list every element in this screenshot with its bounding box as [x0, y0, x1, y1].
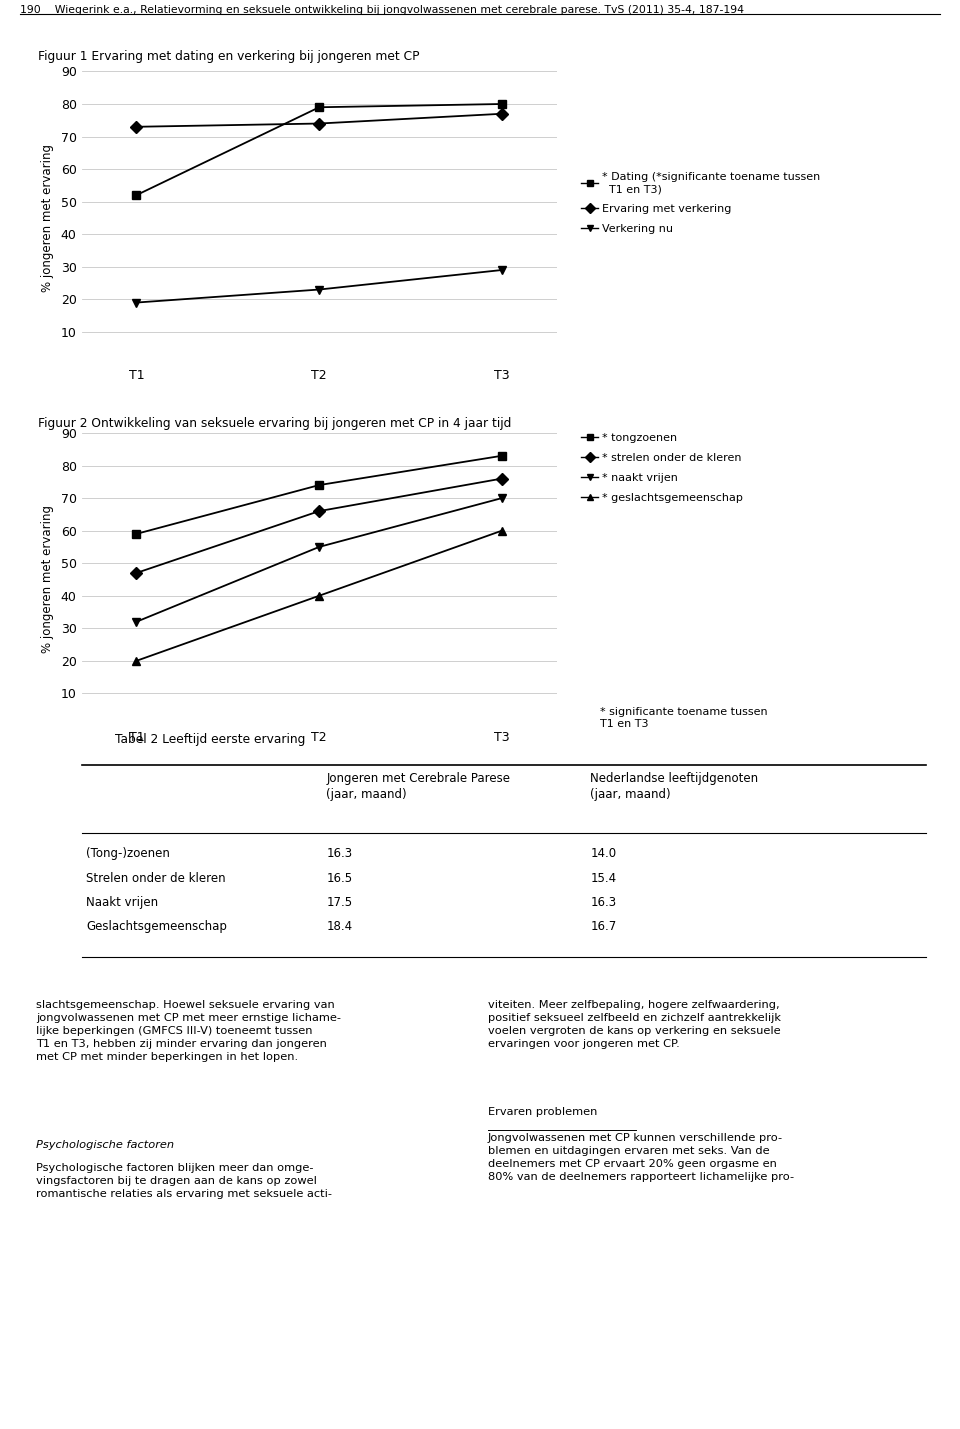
Text: Jongeren met Cerebrale Parese
(jaar, maand): Jongeren met Cerebrale Parese (jaar, maa…	[326, 772, 511, 800]
Text: slachtsgemeenschap. Hoewel seksuele ervaring van
jongvolwassenen met CP met meer: slachtsgemeenschap. Hoewel seksuele erva…	[36, 1000, 342, 1062]
Text: 15.4: 15.4	[590, 872, 616, 885]
Text: Jongvolwassenen met CP kunnen verschillende pro-
blemen en uitdagingen ervaren m: Jongvolwassenen met CP kunnen verschille…	[488, 1133, 794, 1182]
Text: Naakt vrijen: Naakt vrijen	[86, 896, 158, 909]
Y-axis label: % jongeren met ervaring: % jongeren met ervaring	[40, 506, 54, 653]
Text: 17.5: 17.5	[326, 896, 352, 909]
Text: 16.3: 16.3	[590, 896, 616, 909]
Text: 14.0: 14.0	[590, 847, 616, 860]
Text: 16.7: 16.7	[590, 920, 616, 933]
Text: * significante toename tussen
T1 en T3: * significante toename tussen T1 en T3	[600, 707, 768, 729]
Text: viteiten. Meer zelfbepaling, hogere zelfwaardering,
positief seksueel zelfbeeld : viteiten. Meer zelfbepaling, hogere zelf…	[488, 1000, 780, 1049]
Y-axis label: % jongeren met ervaring: % jongeren met ervaring	[40, 144, 54, 292]
Text: Nederlandse leeftijdgenoten
(jaar, maand): Nederlandse leeftijdgenoten (jaar, maand…	[590, 772, 758, 800]
Text: 190    Wiegerink e.a., Relatievorming en seksuele ontwikkeling bij jongvolwassen: 190 Wiegerink e.a., Relatievorming en se…	[20, 4, 744, 14]
Text: Tabel 2 Leeftijd eerste ervaring: Tabel 2 Leeftijd eerste ervaring	[115, 733, 305, 746]
Text: Psychologische factoren blijken meer dan omge-
vingsfactoren bij te dragen aan d: Psychologische factoren blijken meer dan…	[36, 1163, 332, 1199]
Text: Ervaren problemen: Ervaren problemen	[488, 1107, 597, 1117]
Text: Figuur 1 Ervaring met dating en verkering bij jongeren met CP: Figuur 1 Ervaring met dating en verkerin…	[38, 50, 420, 63]
Text: 16.5: 16.5	[326, 872, 352, 885]
Legend: * Dating (*significante toename tussen
  T1 en T3), Ervaring met verkering, Verk: * Dating (*significante toename tussen T…	[582, 173, 821, 234]
Text: 18.4: 18.4	[326, 920, 352, 933]
Text: Figuur 2 Ontwikkeling van seksuele ervaring bij jongeren met CP in 4 jaar tijd: Figuur 2 Ontwikkeling van seksuele ervar…	[38, 417, 512, 430]
Text: (Tong-)zoenen: (Tong-)zoenen	[86, 847, 170, 860]
Legend: * tongzoenen, * strelen onder de kleren, * naakt vrijen, * geslachtsgemeenschap: * tongzoenen, * strelen onder de kleren,…	[582, 433, 743, 503]
Text: Geslachtsgemeenschap: Geslachtsgemeenschap	[86, 920, 228, 933]
Text: Strelen onder de kleren: Strelen onder de kleren	[86, 872, 226, 885]
Text: Psychologische factoren: Psychologische factoren	[36, 1140, 175, 1150]
Text: 16.3: 16.3	[326, 847, 352, 860]
